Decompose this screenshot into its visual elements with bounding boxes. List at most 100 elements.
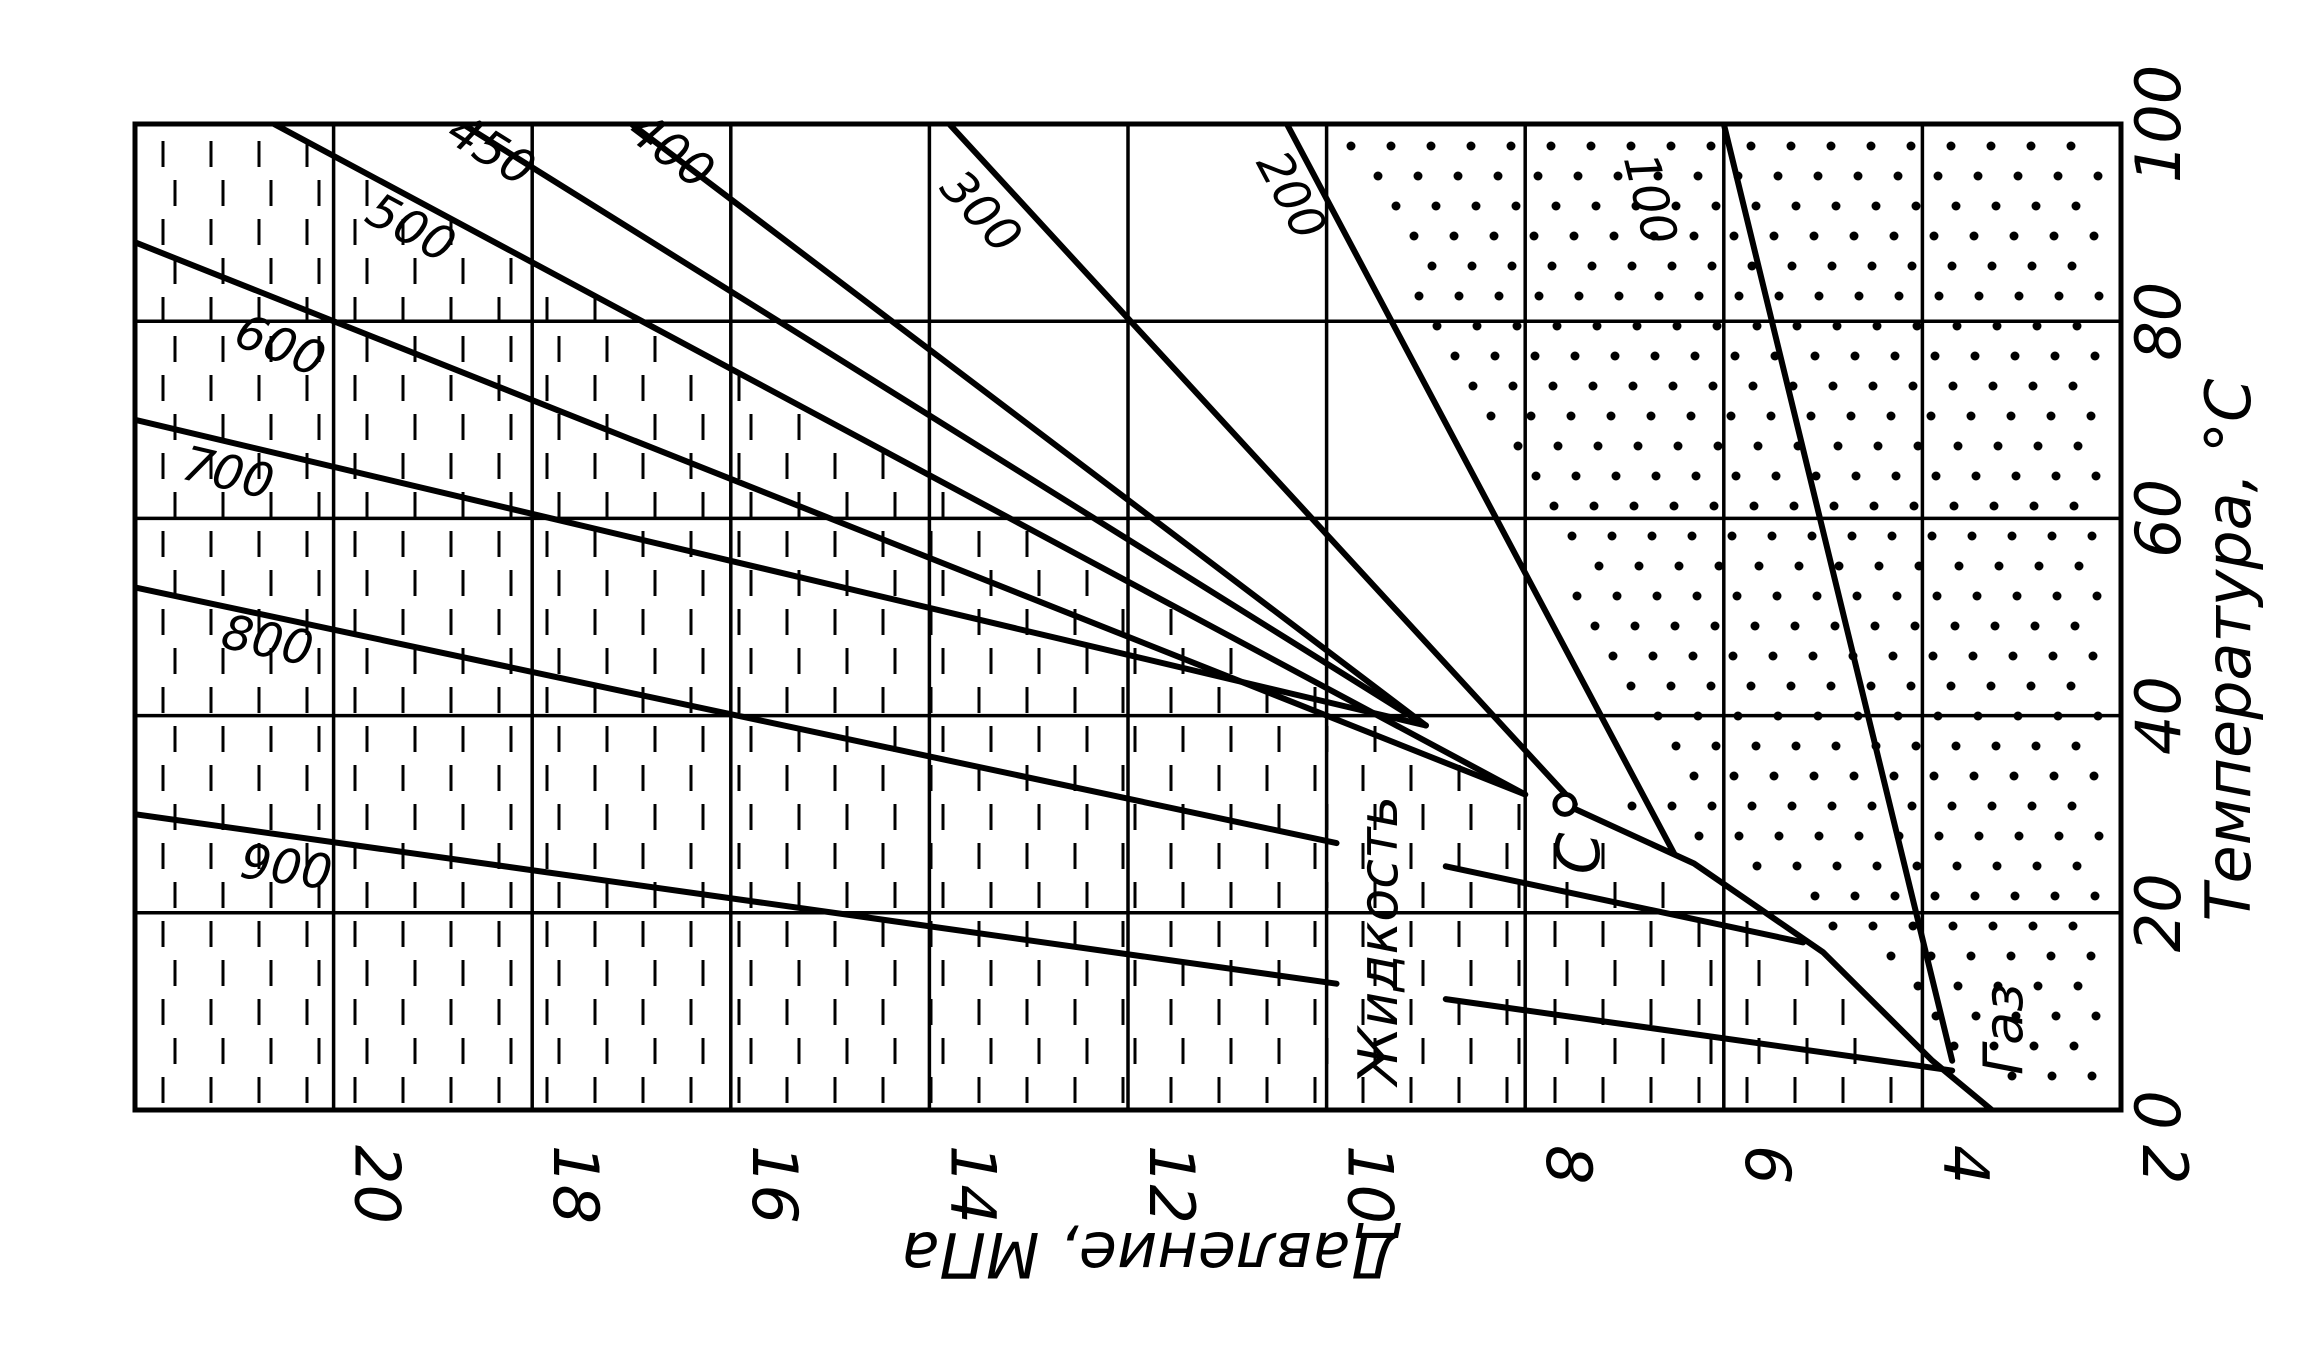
gas-dot [1834, 561, 1844, 571]
gas-dot [1652, 591, 1662, 601]
gas-dot [1570, 351, 1580, 361]
gas-dot [2008, 651, 2018, 661]
gas-dot [2028, 381, 2038, 391]
gas-dot [1849, 771, 1859, 781]
gas-dot [1909, 501, 1919, 511]
gas-dot [1951, 741, 1961, 751]
gas-dot [1869, 501, 1879, 511]
gas-dot [1547, 261, 1557, 271]
gas-dot [1513, 441, 1523, 451]
gas-dot [2089, 231, 2099, 241]
gas-dot [1911, 201, 1921, 211]
isoline-series [135, 124, 1994, 1110]
gas-dot [1592, 321, 1602, 331]
gas-dot [1454, 291, 1464, 301]
gas-dot [1687, 531, 1697, 541]
gas-dot [1893, 171, 1903, 181]
gas-dot [1386, 141, 1396, 151]
gas-dot [2028, 921, 2038, 931]
gas-dot [1854, 291, 1864, 301]
gas-dot [1910, 621, 1920, 631]
gas-dot [1946, 681, 1956, 691]
gas-dot [1986, 681, 1996, 691]
gas-dot [1507, 261, 1517, 271]
gas-dot [1952, 861, 1962, 871]
x-tick-label: 2 [2128, 1145, 2201, 1184]
gas-dot [1932, 591, 1942, 601]
gas-dot [1831, 201, 1841, 211]
gas-dot [2032, 861, 2042, 871]
gas-dot [1947, 801, 1957, 811]
gas-dot [2092, 591, 2102, 601]
gas-dot [1994, 561, 2004, 571]
gas-dot [1912, 321, 1922, 331]
gas-dot [1868, 921, 1878, 931]
gas-dot [1489, 231, 1499, 241]
gas-dot [1634, 561, 1644, 571]
gas-dot [1632, 321, 1642, 331]
gas-dot [1930, 351, 1940, 361]
gas-dot [1427, 261, 1437, 271]
gas-dot [1987, 261, 1997, 271]
gas-dot [2049, 771, 2059, 781]
gas-dot [1933, 171, 1943, 181]
gas-dot [1814, 831, 1824, 841]
gas-dot [2050, 351, 2060, 361]
gas-dot [1667, 261, 1677, 271]
gas-dot [1872, 861, 1882, 871]
gas-dot [2006, 951, 2016, 961]
gas-dot [1727, 531, 1737, 541]
gas-dot [1689, 771, 1699, 781]
gas-dot [1973, 171, 1983, 181]
gas-dot [2006, 411, 2016, 421]
gas-dot [1471, 201, 1481, 211]
gas-dot [2011, 1011, 2021, 1021]
gas-dot [1706, 681, 1716, 691]
gas-dot [1873, 441, 1883, 451]
gas-dot [2053, 171, 2063, 181]
gas-dot [2074, 561, 2084, 571]
gas-dot [1534, 291, 1544, 301]
gas-dot [1894, 291, 1904, 301]
gas-dot [1991, 741, 2001, 751]
gas-dot [1950, 621, 1960, 631]
gas-dot [2034, 561, 2044, 571]
gas-dot [1506, 141, 1516, 151]
gas-dot [1972, 591, 1982, 601]
gas-dot [1809, 231, 1819, 241]
gas-dot [2093, 171, 2103, 181]
gas-dot [1466, 141, 1476, 151]
plot-frame [132, 121, 2124, 1113]
gas-dot [1949, 501, 1959, 511]
gas-dot [1691, 471, 1701, 481]
gas-dot [1791, 201, 1801, 211]
gas-dot [1926, 411, 1936, 421]
gas-dot [2094, 831, 2104, 841]
gas-dot [2033, 441, 2043, 451]
gas-dot [1709, 501, 1719, 511]
gas-dot [1913, 441, 1923, 451]
series-line-900 [1442, 996, 1956, 1074]
gas-dot [1646, 411, 1656, 421]
gas-dot [1867, 801, 1877, 811]
gas-dot [1708, 381, 1718, 391]
gas-dot [1551, 201, 1561, 211]
gas-dot [2087, 1071, 2097, 1081]
x-tick-label: 4 [1929, 1145, 2002, 1184]
gas-dot [1954, 561, 1964, 571]
gas-dot [1787, 261, 1797, 271]
gas-dot [1929, 231, 1939, 241]
gas-dot [1606, 411, 1616, 421]
gas-dot [2029, 1041, 2039, 1051]
gas-dot [1692, 591, 1702, 601]
gas-dot [1511, 201, 1521, 211]
gas-dot [1766, 411, 1776, 421]
gas-dot [2090, 351, 2100, 361]
gas-dot [2068, 381, 2078, 391]
gas-dot [1907, 261, 1917, 271]
y-axis-title: Температура, °C [2192, 378, 2265, 921]
gas-dot [1794, 561, 1804, 571]
x-tick-label: 14 [936, 1145, 1009, 1224]
gas-dot [1569, 231, 1579, 241]
